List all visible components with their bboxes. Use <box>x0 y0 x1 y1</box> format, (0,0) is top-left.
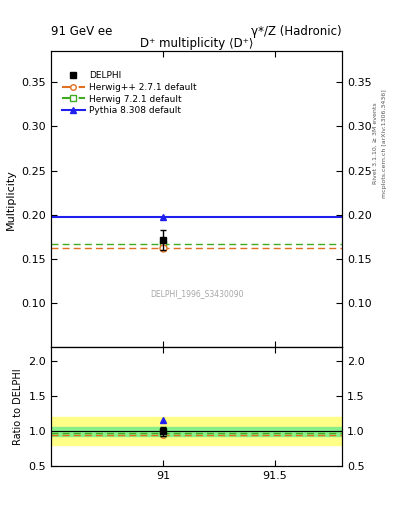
Text: 91 GeV ee: 91 GeV ee <box>51 26 112 38</box>
Text: DELPHI_1996_S3430090: DELPHI_1996_S3430090 <box>150 290 243 298</box>
Bar <box>51 426 342 436</box>
Text: Rivet 3.1.10, ≥ 3M events: Rivet 3.1.10, ≥ 3M events <box>373 102 378 184</box>
Text: γ*/Z (Hadronic): γ*/Z (Hadronic) <box>251 26 342 38</box>
Legend: DELPHI, Herwig++ 2.7.1 default, Herwig 7.2.1 default, Pythia 8.308 default: DELPHI, Herwig++ 2.7.1 default, Herwig 7… <box>59 68 200 119</box>
Y-axis label: Ratio to DELPHI: Ratio to DELPHI <box>13 368 23 445</box>
Text: mcplots.cern.ch [arXiv:1306.3436]: mcplots.cern.ch [arXiv:1306.3436] <box>382 89 387 198</box>
Title: D⁺ multiplicity ⟨D⁺⟩: D⁺ multiplicity ⟨D⁺⟩ <box>140 37 253 50</box>
Y-axis label: Multiplicity: Multiplicity <box>6 169 16 230</box>
Bar <box>51 417 342 444</box>
